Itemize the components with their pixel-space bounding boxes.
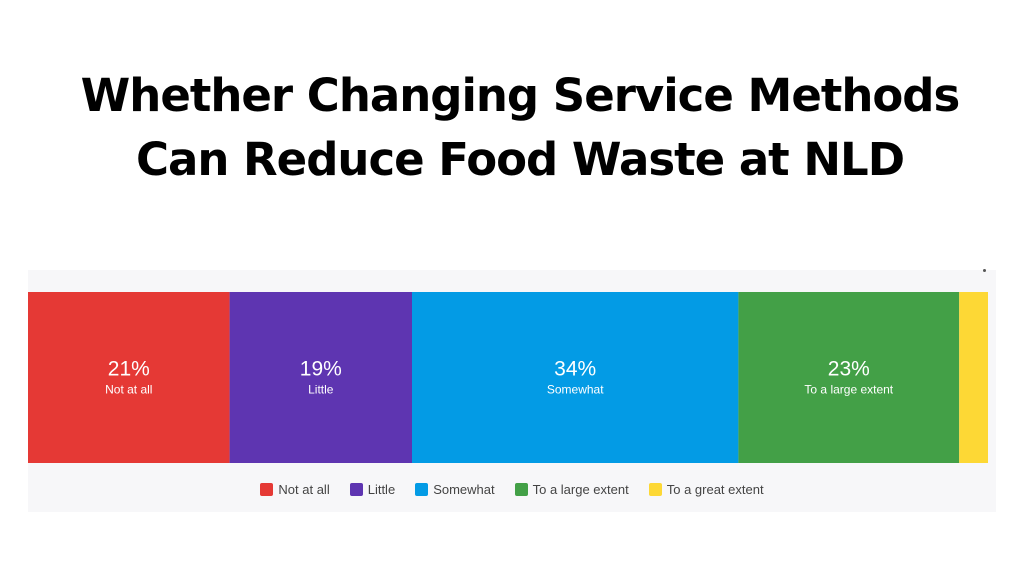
legend-label: Somewhat xyxy=(433,482,495,497)
data-label-category-4: To a large extent xyxy=(804,383,893,397)
legend-item-4[interactable]: To a large extent xyxy=(514,482,629,497)
legend-label: To a great extent xyxy=(666,482,764,497)
title-line-1: Whether Changing Service Methods xyxy=(80,69,961,122)
legend-swatch xyxy=(648,483,662,496)
legend-swatch xyxy=(514,483,528,496)
legend-label: Little xyxy=(367,482,396,497)
chart-legend: Not at all Little Somewhat To a large exten… xyxy=(0,482,1024,497)
data-label-value-4: 23% xyxy=(828,358,870,381)
data-label-category-3: Somewhat xyxy=(547,383,604,397)
bar-segment-5[interactable] xyxy=(959,292,988,463)
data-label-category-2: Little xyxy=(308,383,334,397)
legend-label: Not at all xyxy=(278,482,330,497)
bar-segment-2[interactable] xyxy=(229,292,412,463)
legend-swatch xyxy=(415,483,429,496)
legend-swatch xyxy=(349,483,363,496)
data-label-value-2: 19% xyxy=(300,358,342,381)
data-label-value-3: 34% xyxy=(554,358,596,381)
data-label-category-1: Not at all xyxy=(105,383,152,397)
legend-swatch xyxy=(260,483,274,496)
legend-item-1[interactable]: Not at all xyxy=(260,482,330,497)
legend-item-5[interactable]: To a great extent xyxy=(648,482,764,497)
data-label-value-1: 21% xyxy=(108,358,150,381)
legend-item-2[interactable]: Little xyxy=(349,482,396,497)
bar-segment-4[interactable] xyxy=(738,292,960,463)
stacked-bar-chart: 21% Not at all 19% Little 34% Somewhat 23% To a… xyxy=(28,292,988,463)
bar-segment-3[interactable] xyxy=(412,292,739,463)
title-line-2: Can Reduce Food Waste at NLD xyxy=(135,133,905,186)
legend-label: To a large extent xyxy=(532,482,629,497)
menu-dot-icon xyxy=(983,269,986,272)
bar-svg: 21% Not at all 19% Little 34% Somewhat 23% To a… xyxy=(28,292,988,463)
page-title: Whether Changing Service Methods Can Red… xyxy=(40,64,1000,192)
legend-item-3[interactable]: Somewhat xyxy=(415,482,495,497)
bar-segment-1[interactable] xyxy=(28,292,230,463)
